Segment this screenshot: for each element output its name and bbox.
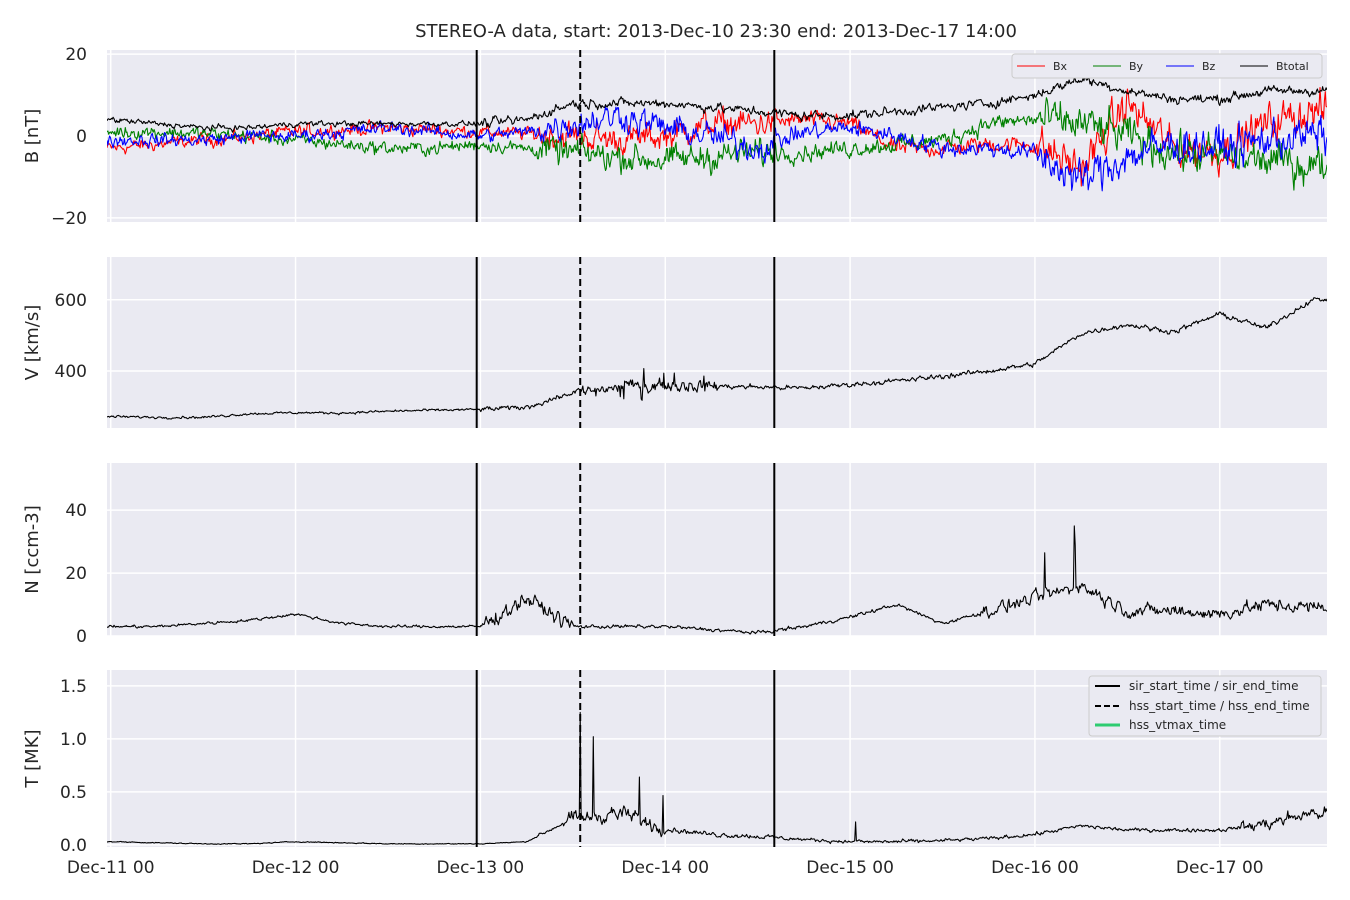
legend-label-sir: sir_start_time / sir_end_time bbox=[1129, 679, 1299, 693]
legend-label-hss: hss_start_time / hss_end_time bbox=[1129, 699, 1310, 713]
series-line-t bbox=[107, 711, 1327, 845]
legend-label-bz: Bz bbox=[1202, 60, 1216, 73]
series-line-bz bbox=[107, 105, 1327, 192]
legend-label-bx: Bx bbox=[1053, 60, 1068, 73]
ytick-label: 1.0 bbox=[60, 730, 87, 750]
series-line-v bbox=[107, 297, 1327, 420]
ytick-label: 20 bbox=[65, 564, 87, 584]
ylabel: N [ccm-3] bbox=[22, 505, 43, 594]
xtick-label: Dec-17 00 bbox=[1176, 858, 1264, 878]
ytick-label: 400 bbox=[55, 362, 87, 382]
series-line-n bbox=[107, 525, 1327, 635]
xtick-label: Dec-16 00 bbox=[991, 858, 1079, 878]
panel-temperature: 0.0 0.5 1.0 1.5 T [MK] sir_start_time / sir_e… bbox=[22, 670, 1327, 878]
panel-speed: 400 600 V [km/s] bbox=[22, 257, 1327, 428]
ytick-label: 0.5 bbox=[60, 783, 87, 803]
legend-label-by: By bbox=[1129, 60, 1144, 73]
panel-magnetic-field: −20 0 20 B [nT] Bx By Bz Btotal bbox=[22, 45, 1327, 229]
xtick-label: Dec-13 00 bbox=[437, 858, 525, 878]
ylabel: B [nT] bbox=[22, 109, 43, 164]
xtick-label: Dec-11 00 bbox=[67, 858, 155, 878]
ylabel: V [km/s] bbox=[22, 305, 43, 380]
legend-label-btotal: Btotal bbox=[1276, 60, 1309, 73]
plot-area bbox=[107, 463, 1327, 636]
ytick-label: 0 bbox=[76, 127, 87, 147]
ytick-label: 600 bbox=[55, 291, 87, 311]
legend-events: sir_start_time / sir_end_time hss_start_t… bbox=[1088, 675, 1322, 737]
series-line-btotal bbox=[107, 76, 1327, 133]
ylabel: T [MK] bbox=[22, 729, 43, 788]
ytick-label: 20 bbox=[65, 45, 87, 65]
ytick-label: −20 bbox=[51, 209, 87, 229]
ytick-label: 0.0 bbox=[60, 836, 87, 856]
panel-density: 0 20 40 N [ccm-3] bbox=[22, 463, 1327, 647]
series-group bbox=[107, 297, 1327, 420]
ytick-label: 40 bbox=[65, 501, 87, 521]
series-group bbox=[107, 76, 1327, 192]
legend-label-vtmax: hss_vtmax_time bbox=[1129, 718, 1226, 732]
ytick-label: 1.5 bbox=[60, 677, 87, 697]
plot-area bbox=[107, 257, 1327, 428]
xtick-label: Dec-14 00 bbox=[621, 858, 709, 878]
series-line-by bbox=[107, 97, 1327, 191]
series-group bbox=[107, 525, 1327, 635]
legend-b-field: Bx By Bz Btotal bbox=[1011, 53, 1323, 79]
ytick-label: 0 bbox=[76, 627, 87, 647]
legend-frame bbox=[1088, 675, 1322, 737]
xtick-label: Dec-12 00 bbox=[252, 858, 340, 878]
series-group bbox=[107, 711, 1327, 845]
figure-title: STEREO-A data, start: 2013-Dec-10 23:30 … bbox=[415, 21, 1017, 42]
xtick-label: Dec-15 00 bbox=[806, 858, 894, 878]
